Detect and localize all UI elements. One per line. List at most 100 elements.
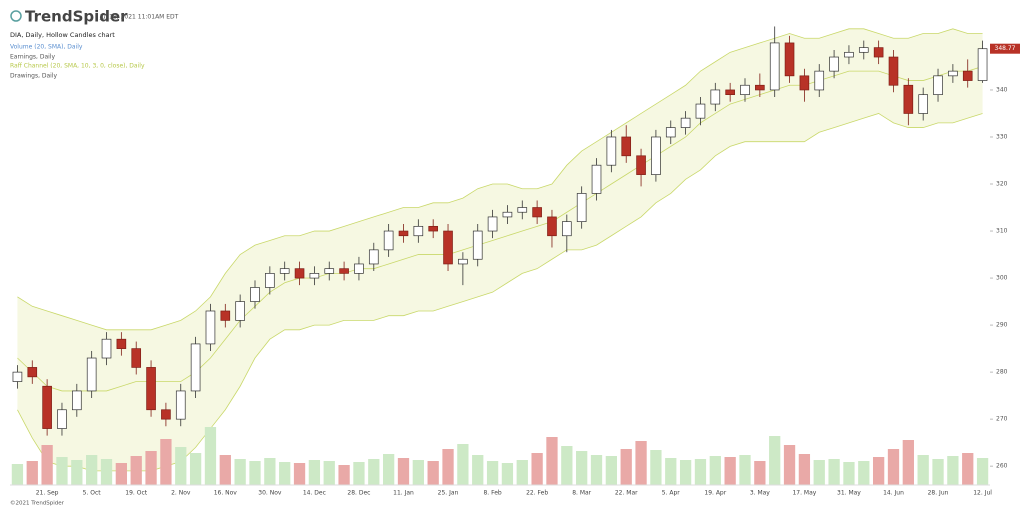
volume-bar <box>872 457 885 485</box>
candle-body <box>57 409 67 429</box>
candle-body <box>413 225 424 237</box>
volume-bar <box>397 458 410 485</box>
indicator[interactable]: Drawings, Daily <box>10 73 58 80</box>
x-tick-label: 14. Jun <box>883 490 904 497</box>
volume-bar <box>932 459 944 485</box>
indicator[interactable]: Raff Channel (20, SMA, 10, 3, 0, close),… <box>10 63 145 70</box>
x-tick-label: 25. Jan <box>438 490 459 497</box>
volume-bar <box>368 459 380 485</box>
volume-bar <box>501 463 514 485</box>
candle-body <box>814 70 825 91</box>
x-tick-label: 21. Sep <box>36 490 59 497</box>
x-tick-label: 5. Apr <box>662 490 681 497</box>
y-tick-label: 310 <box>996 228 1008 235</box>
volume-bar <box>442 449 454 485</box>
candle-body <box>799 75 810 91</box>
candle-body <box>962 70 973 81</box>
volume-bar <box>769 436 781 485</box>
volume-bar <box>160 439 172 485</box>
volume-bar <box>679 460 692 485</box>
candle-body <box>265 273 275 288</box>
candle-body <box>918 94 928 114</box>
volume-bar <box>219 455 231 485</box>
candle-body <box>354 263 364 274</box>
volume-bar <box>56 457 68 485</box>
candle-body <box>428 225 438 232</box>
candle-body <box>710 89 721 105</box>
volume-bar <box>813 460 825 485</box>
volume-bar <box>754 461 766 485</box>
x-tick-label: 16. Nov <box>214 490 238 497</box>
candle-body <box>576 193 587 222</box>
candle-body <box>42 385 52 429</box>
x-tick-label: 28. Dec <box>347 490 370 497</box>
volume-bar <box>858 461 870 485</box>
candle-body <box>948 70 958 77</box>
y-tick-label: 300 <box>996 275 1008 282</box>
candle-body <box>250 287 260 302</box>
x-tick-label: 22. Feb <box>526 490 548 497</box>
y-tick-label: 270 <box>996 416 1008 423</box>
candle-body <box>502 211 513 218</box>
volume-bar <box>457 444 469 485</box>
candle-body <box>116 338 127 349</box>
volume-bar <box>86 455 98 485</box>
volume-bar <box>917 455 929 485</box>
volume-bar <box>308 460 321 485</box>
candle-body <box>235 301 245 321</box>
x-tick-label: 22. Mar <box>615 490 638 497</box>
candle-body <box>769 42 780 91</box>
logo-text: TrendSpider <box>25 8 128 26</box>
candle-body <box>606 136 617 166</box>
volume-bar <box>576 451 588 485</box>
volume-bar <box>798 454 811 485</box>
candle-body <box>873 47 884 58</box>
volume-bar <box>204 427 217 485</box>
candle-body <box>175 390 186 420</box>
indicator[interactable]: Volume (20, SMA), Daily <box>10 44 83 51</box>
x-tick-label: 19. Oct <box>125 490 147 497</box>
x-tick-label: 14. Dec <box>303 490 326 497</box>
volume-bar <box>472 455 484 485</box>
x-tick-label: 8. Mar <box>572 490 591 497</box>
volume-bar <box>323 461 335 485</box>
volume-bar <box>561 446 573 485</box>
volume-bar <box>175 447 187 485</box>
volume-bar <box>902 440 914 485</box>
candle-body <box>844 51 854 58</box>
volume-bar <box>635 441 647 485</box>
candle-body <box>309 273 320 279</box>
y-tick-label: 320 <box>996 181 1008 188</box>
candle-body <box>547 216 557 237</box>
volume-bar <box>828 459 840 485</box>
chart-name: DIA, Daily, Hollow Candles chart <box>10 31 115 39</box>
x-tick-label: 19. Apr <box>704 490 726 497</box>
indicator[interactable]: Earnings, Daily <box>10 54 55 61</box>
volume-bar <box>590 455 603 485</box>
candle-body <box>131 348 142 368</box>
candle-body <box>146 367 156 411</box>
candle-body <box>443 230 453 265</box>
candle-body <box>161 409 171 420</box>
y-tick-label: 330 <box>996 133 1008 140</box>
candle-body <box>368 249 379 265</box>
x-tick-label: 8. Feb <box>483 490 501 497</box>
logo-icon <box>10 10 22 22</box>
candle-body <box>784 42 795 77</box>
x-tick-label: 2. Nov <box>171 490 191 497</box>
candle-body <box>680 117 691 128</box>
volume-bar <box>189 453 202 485</box>
volume-bar <box>353 462 365 485</box>
candle-body <box>665 127 676 138</box>
volume-bar <box>531 453 543 485</box>
volume-bar <box>739 455 751 485</box>
y-tick-label: 340 <box>996 86 1008 93</box>
volume-bar <box>412 460 424 485</box>
candle-body <box>472 230 483 260</box>
candle-body <box>27 367 38 378</box>
y-tick-label: 280 <box>996 369 1008 376</box>
x-tick-label: 3. May <box>750 490 770 497</box>
candle-body <box>903 84 914 114</box>
x-tick-label: 12. Jul <box>973 490 992 497</box>
volume-bar <box>249 461 261 485</box>
